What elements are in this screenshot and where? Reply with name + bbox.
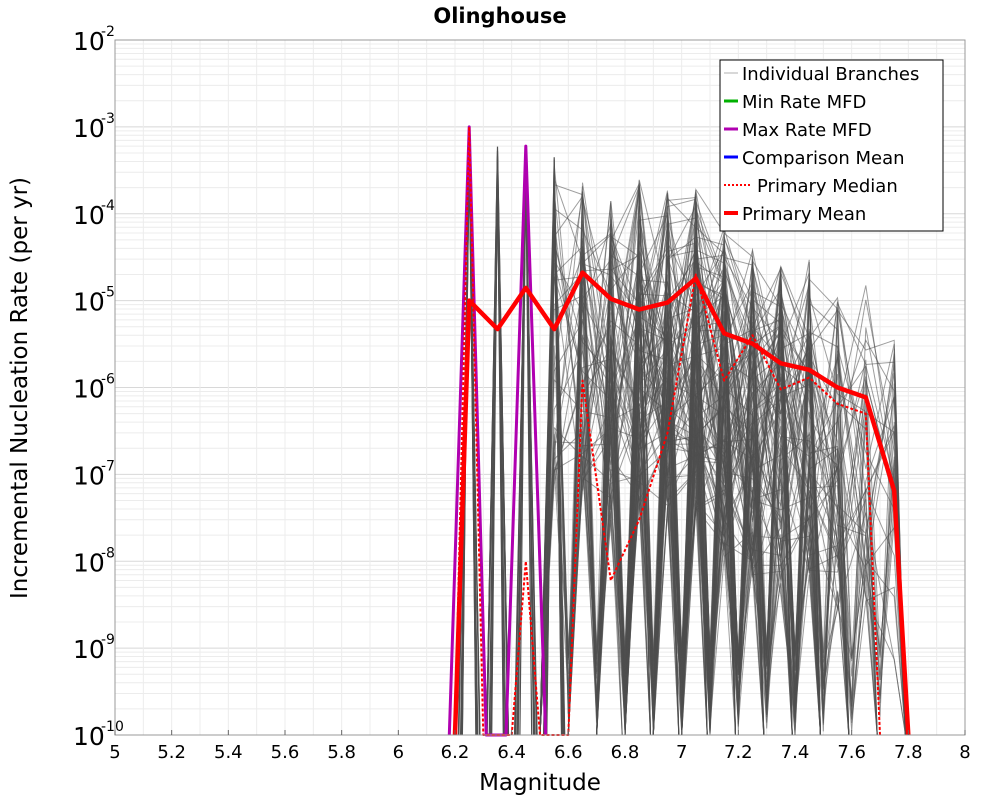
legend-label: Primary Mean <box>742 204 866 225</box>
legend-label: Individual Branches <box>742 64 919 85</box>
legend-label: Min Rate MFD <box>742 92 866 113</box>
plot-area-border <box>114 39 966 736</box>
x-tick-label: 7 <box>676 742 687 763</box>
y-tick-label: 10-10 <box>73 719 124 751</box>
x-tick-label: 7.8 <box>894 742 923 763</box>
y-tick-exponent: -3 <box>101 111 115 127</box>
x-tick-label: 7.6 <box>837 742 866 763</box>
branch-line <box>539 430 623 736</box>
x-tick-label: 8 <box>959 742 970 763</box>
branch-line <box>539 276 651 736</box>
branch-line <box>681 208 906 736</box>
y-tick-base: 10 <box>73 722 105 751</box>
y-tick-base: 10 <box>73 201 105 230</box>
branch-line <box>596 236 878 736</box>
y-tick-exponent: -7 <box>101 458 115 474</box>
y-tick-base: 10 <box>73 548 105 577</box>
y-tick-base: 10 <box>73 114 105 143</box>
branch-line <box>624 345 906 736</box>
y-tick-base: 10 <box>73 27 105 56</box>
x-tick-label: 6 <box>393 742 404 763</box>
legend-label: Max Rate MFD <box>742 120 872 141</box>
y-tick-exponent: -9 <box>101 632 115 648</box>
legend: Individual Branches Min Rate MFD Max Rate … <box>719 59 944 232</box>
x-tick-label: 5.4 <box>214 742 243 763</box>
y-tick-label: 10-4 <box>73 198 115 230</box>
x-tick-label: 6.2 <box>441 742 470 763</box>
branch-line <box>681 309 906 736</box>
branch-spike <box>543 159 566 736</box>
y-tick-label: 10-6 <box>73 372 115 404</box>
legend-label: Primary Median <box>757 176 898 197</box>
x-tick-label: 5.8 <box>327 742 356 763</box>
x-tick-label: 6.4 <box>497 742 526 763</box>
y-tick-label: 10-7 <box>73 458 115 490</box>
y-tick-label: 10-3 <box>73 111 115 143</box>
branch-line <box>596 235 878 736</box>
x-tick-label: 5.2 <box>157 742 186 763</box>
legend-box <box>719 59 944 232</box>
y-tick-base: 10 <box>73 635 105 664</box>
individual-branches <box>457 130 906 736</box>
x-tick-label: 7.4 <box>781 742 810 763</box>
y-tick-exponent: -4 <box>101 198 115 214</box>
x-axis-label: Magnitude <box>479 770 601 796</box>
branch-line <box>539 178 793 736</box>
branch-spike <box>485 167 510 736</box>
y-tick-exponent: -2 <box>101 24 115 40</box>
branch-line <box>624 315 765 736</box>
y-tick-exponent: -6 <box>101 372 115 388</box>
y-tick-base: 10 <box>73 375 105 404</box>
series-primary-mean <box>452 270 911 736</box>
y-tick-label: 10-2 <box>73 24 115 56</box>
y-tick-base: 10 <box>73 461 105 490</box>
series-primary-median <box>454 125 881 736</box>
branch-line <box>652 273 821 736</box>
legend-label: Comparison Mean <box>742 148 905 169</box>
y-tick-label: 10-5 <box>73 285 115 317</box>
branch-line <box>681 357 906 736</box>
x-tick-label: 6.6 <box>554 742 583 763</box>
x-tick-label: 6.8 <box>611 742 640 763</box>
y-tick-exponent: -10 <box>101 719 124 735</box>
y-tick-exponent: -8 <box>101 545 115 561</box>
y-tick-base: 10 <box>73 288 105 317</box>
x-axis-ticks: 5 5.2 5.4 5.6 5.8 6 6.2 6.4 6.6 6.8 7 7.2 7.4 7.6 7.8 8 <box>109 730 971 763</box>
x-tick-label: 7.2 <box>724 742 753 763</box>
x-tick-label: 5 <box>109 742 120 763</box>
x-tick-label: 5.6 <box>271 742 300 763</box>
branch-spike <box>545 185 564 736</box>
y-axis-label: Incremental Nucleation Rate (per yr) <box>7 177 33 599</box>
chart-title: Olinghouse <box>433 4 566 28</box>
y-tick-label: 10-9 <box>73 632 115 664</box>
branch-line <box>539 238 651 736</box>
branch-line <box>539 192 850 736</box>
y-tick-exponent: -5 <box>101 285 115 301</box>
y-tick-label: 10-8 <box>73 545 115 577</box>
